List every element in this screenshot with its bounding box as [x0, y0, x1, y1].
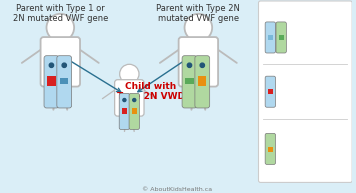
Text: Parent with Type 2N
mutated VWF gene: Parent with Type 2N mutated VWF gene — [156, 4, 240, 23]
Circle shape — [62, 63, 67, 67]
Bar — [268, 147, 273, 152]
Bar — [47, 76, 56, 86]
Bar — [60, 78, 68, 84]
Text: Parent with Type 1 or
2N mutated VWF gene: Parent with Type 1 or 2N mutated VWF gen… — [12, 4, 108, 23]
Circle shape — [187, 63, 192, 67]
Bar — [132, 108, 137, 114]
Ellipse shape — [184, 14, 212, 41]
FancyBboxPatch shape — [258, 1, 352, 182]
FancyBboxPatch shape — [119, 93, 130, 130]
FancyBboxPatch shape — [265, 76, 276, 107]
Text: Type 2N
mutated
VWF gene: Type 2N mutated VWF gene — [283, 133, 322, 165]
Bar — [198, 76, 206, 86]
FancyBboxPatch shape — [115, 80, 144, 116]
Text: Child with
Type 2N VWD: Child with Type 2N VWD — [117, 82, 185, 101]
FancyBboxPatch shape — [265, 133, 276, 164]
Bar — [185, 78, 194, 84]
Text: CHROMOSOMES: CHROMOSOMES — [265, 12, 346, 21]
Bar — [122, 108, 127, 114]
FancyBboxPatch shape — [44, 56, 59, 108]
Ellipse shape — [47, 14, 74, 41]
Text: Type 1
mutated
VWF gene: Type 1 mutated VWF gene — [283, 75, 322, 108]
FancyBboxPatch shape — [265, 22, 276, 53]
Text: Normal
VWF
gene: Normal VWF gene — [294, 21, 322, 54]
FancyBboxPatch shape — [195, 56, 210, 108]
Text: © AboutKidsHealth.ca: © AboutKidsHealth.ca — [142, 187, 212, 192]
FancyBboxPatch shape — [276, 22, 286, 53]
FancyBboxPatch shape — [179, 37, 218, 87]
Bar — [268, 90, 273, 94]
Circle shape — [200, 63, 204, 67]
FancyBboxPatch shape — [182, 56, 197, 108]
Circle shape — [133, 98, 136, 102]
FancyBboxPatch shape — [41, 37, 80, 87]
Ellipse shape — [120, 64, 139, 84]
Bar — [268, 35, 273, 40]
Bar — [278, 35, 284, 40]
Circle shape — [49, 63, 54, 67]
FancyBboxPatch shape — [57, 56, 72, 108]
FancyBboxPatch shape — [129, 93, 140, 130]
Circle shape — [123, 98, 126, 102]
